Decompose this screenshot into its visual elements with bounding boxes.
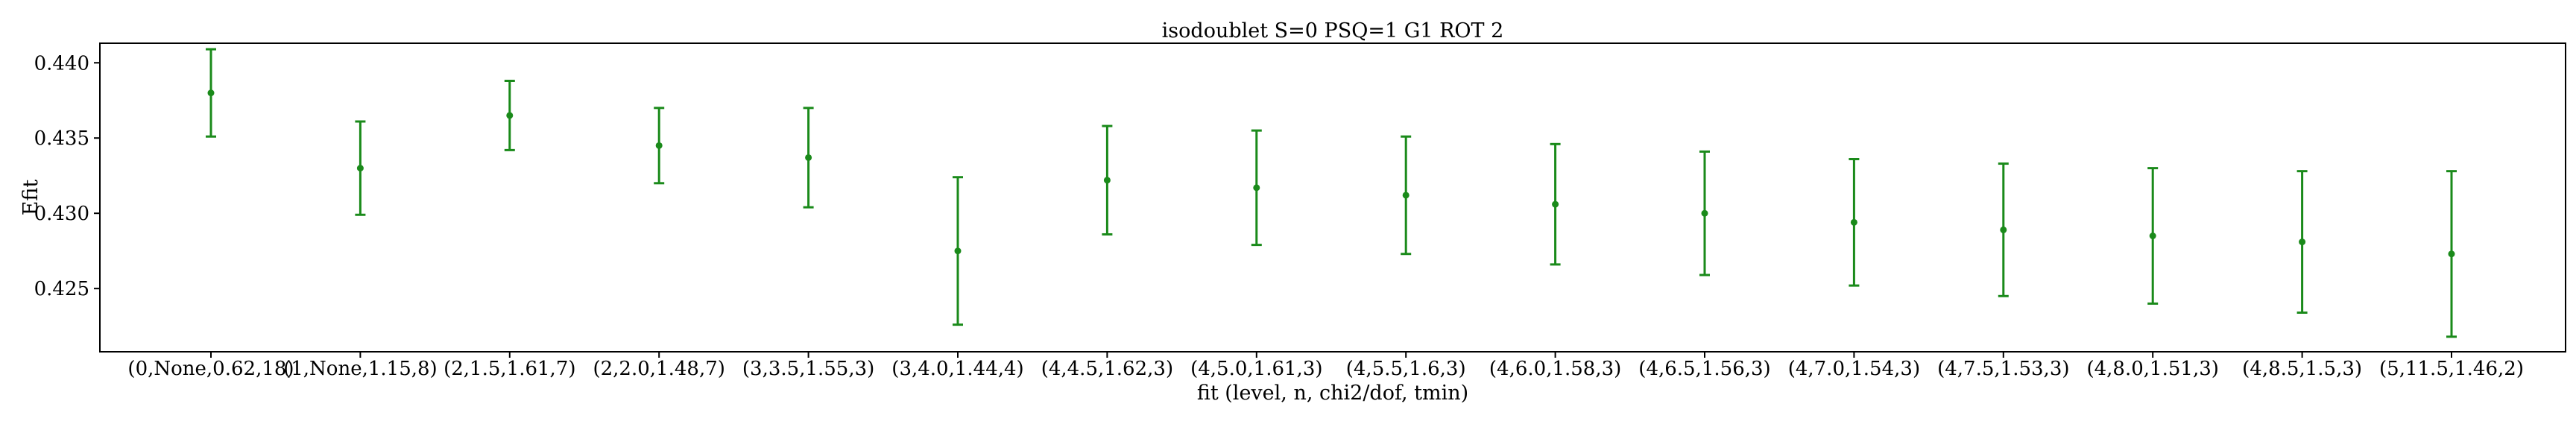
x-tick-label: (3,4.0,1.44,4) <box>891 358 1023 380</box>
data-point-marker <box>2000 226 2007 233</box>
x-axis-ticks: (0,None,0.62,18)(1,None,1.15,8) (2,1.5,1.… <box>127 352 2524 380</box>
data-point-marker <box>954 247 962 255</box>
data-point-marker <box>2299 238 2306 246</box>
data-point-group <box>1401 135 1412 256</box>
data-point-group <box>654 107 665 185</box>
data-point-group <box>504 79 515 151</box>
data-point-group <box>1251 129 1262 247</box>
chart-title: isodoublet S=0 PSQ=1 G1 ROT 2 <box>1162 19 1504 42</box>
data-point-marker <box>506 112 514 119</box>
plot-area-frame <box>99 42 2566 353</box>
y-axis-ticks: 0.425 0.430 0.435 0.440 <box>34 52 100 300</box>
data-point-marker <box>1402 192 1409 199</box>
data-point-group <box>2147 167 2159 305</box>
x-tick-label: (0,None,0.62,18) <box>127 358 294 380</box>
x-tick-label: (2,1.5,1.61,7) <box>443 358 575 380</box>
x-tick-label: (5,11.5,1.46,2) <box>2379 358 2524 380</box>
y-tick-label: 0.435 <box>34 127 89 150</box>
y-tick-label: 0.425 <box>34 278 89 300</box>
x-tick-label: (4,5.5,1.6,3) <box>1346 358 1466 380</box>
x-tick-label: (3,3.5,1.55,3) <box>742 358 874 380</box>
data-point-group <box>2296 170 2308 314</box>
data-point-marker <box>1701 209 1708 217</box>
data-point-marker <box>1253 184 1260 192</box>
y-tick-label: 0.430 <box>34 203 89 225</box>
data-point-marker <box>1103 177 1111 184</box>
data-point-group <box>206 48 216 138</box>
y-axis-label: Efit <box>19 180 42 216</box>
data-point-marker <box>1552 200 1559 208</box>
x-tick-label: (4,8.5,1.5,3) <box>2242 358 2362 380</box>
x-tick-label: (1,None,1.15,8) <box>283 358 438 380</box>
data-point-group <box>953 176 963 326</box>
x-tick-label: (4,7.0,1.54,3) <box>1788 358 1920 380</box>
data-point-marker <box>2149 232 2156 239</box>
data-point-marker <box>207 89 215 97</box>
data-point-group <box>355 120 366 216</box>
data-point-group <box>1699 150 1710 276</box>
x-tick-label: (2,2.0,1.48,7) <box>593 358 724 380</box>
data-point-marker <box>356 165 364 172</box>
x-tick-label: (4,6.5,1.56,3) <box>1638 358 1770 380</box>
data-point-marker <box>805 154 812 161</box>
data-point-group <box>1849 158 1860 287</box>
y-tick-label: 0.440 <box>34 52 89 75</box>
data-point-group <box>1998 162 2009 297</box>
data-point-group <box>1550 142 1561 266</box>
data-point-group <box>2446 170 2457 338</box>
x-tick-label: (4,8.0,1.51,3) <box>2086 358 2218 380</box>
data-point-marker <box>2448 250 2455 258</box>
data-point-group <box>803 107 814 209</box>
x-tick-label: (4,7.5,1.53,3) <box>1937 358 2069 380</box>
data-point-marker <box>1850 218 1857 226</box>
x-tick-label: (4,4.5,1.62,3) <box>1041 358 1173 380</box>
data-point-group <box>1102 124 1113 236</box>
data-point-marker <box>655 142 663 149</box>
data-points <box>206 48 2457 338</box>
x-axis-label: fit (level, n, chi2/dof, tmin) <box>1197 382 1468 405</box>
x-tick-label: (4,5.0,1.61,3) <box>1190 358 1322 380</box>
x-tick-label: (4,6.0,1.58,3) <box>1489 358 1621 380</box>
